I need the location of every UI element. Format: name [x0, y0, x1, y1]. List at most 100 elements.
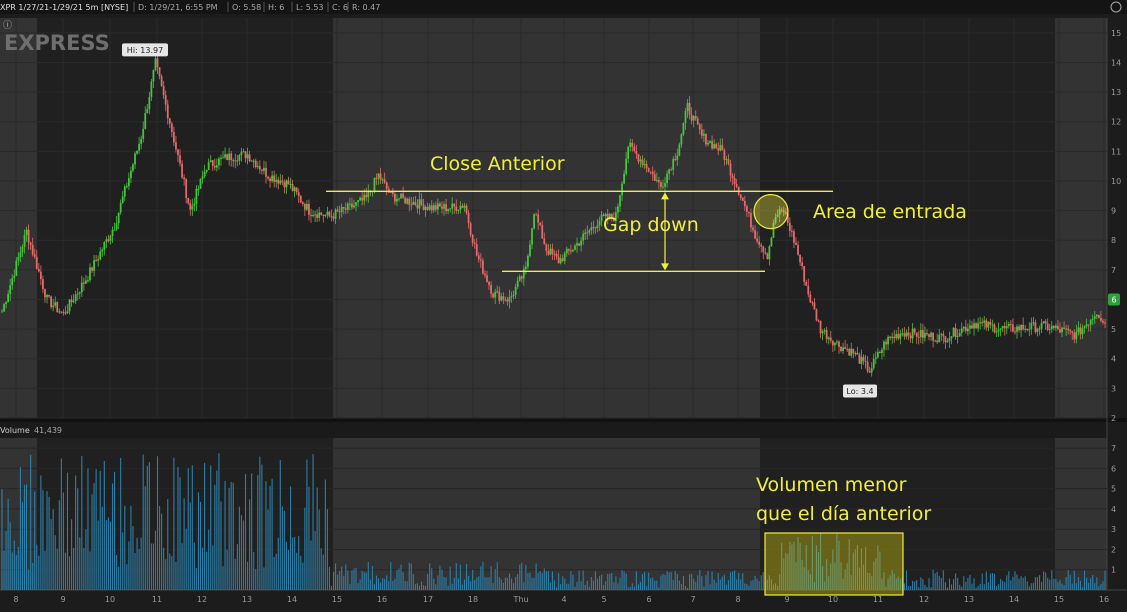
candle-body — [224, 154, 226, 158]
candle-body — [477, 255, 480, 260]
candle-body — [876, 351, 879, 358]
candle-body — [68, 299, 71, 312]
candle-body — [610, 213, 613, 218]
candle-body — [385, 182, 388, 189]
candle-body — [25, 229, 28, 236]
candle-body — [1044, 321, 1047, 324]
candle-body — [322, 214, 325, 217]
candle-body — [58, 311, 61, 313]
candle-body — [111, 229, 114, 237]
settings-icon[interactable] — [1110, 1, 1122, 13]
candle-body — [150, 81, 153, 98]
candle-body — [768, 246, 771, 260]
candle-body — [160, 76, 163, 86]
candle-body — [569, 250, 572, 252]
candle-body — [134, 153, 136, 165]
candle-body — [66, 311, 69, 314]
candle-body — [823, 330, 826, 332]
time-tick-label: 12 — [919, 595, 929, 604]
candle-body — [324, 214, 327, 217]
candle-body — [107, 239, 110, 241]
candle-body — [408, 198, 411, 205]
gap-arrow-up-icon — [661, 192, 669, 200]
candle-body — [60, 311, 63, 313]
candle-body — [93, 260, 95, 271]
candle-body — [342, 206, 345, 209]
candle-body — [696, 118, 699, 125]
candle-body — [725, 159, 728, 161]
candle-body — [138, 143, 141, 151]
candle-body — [752, 227, 754, 231]
candle-body — [205, 170, 208, 173]
candle-body — [764, 252, 767, 254]
candle-body — [72, 301, 75, 303]
candle-body — [148, 97, 151, 109]
info-icon[interactable]: ⓘ — [3, 20, 12, 31]
candle-body — [598, 220, 601, 226]
candle-body — [447, 209, 450, 211]
candle-body — [162, 85, 165, 96]
price-tick-label: 12 — [1111, 118, 1121, 127]
candle-body — [971, 325, 973, 329]
candle-body — [64, 312, 67, 314]
candle-body — [340, 206, 343, 213]
volume-tick-label: 5 — [1111, 485, 1116, 494]
candle-body — [756, 238, 759, 242]
candle-body — [406, 198, 409, 204]
candle-body — [942, 333, 945, 337]
candle-body — [793, 231, 795, 243]
candle-body — [215, 165, 218, 168]
candle-body — [91, 267, 93, 271]
candle-body — [866, 361, 869, 372]
candle-body — [170, 123, 173, 133]
candle-body — [191, 205, 194, 210]
candle-body — [966, 328, 969, 332]
candle-body — [997, 329, 1000, 332]
candle-body — [838, 341, 840, 347]
candle-body — [719, 145, 722, 151]
price-tick-label: 10 — [1111, 177, 1121, 186]
session-shade-volume — [333, 438, 760, 590]
candle-body — [733, 178, 736, 185]
candle-body — [1071, 331, 1074, 333]
candle-body — [572, 249, 574, 252]
candle-body — [907, 332, 910, 336]
candle-body — [230, 153, 233, 161]
candle-body — [705, 133, 707, 145]
candle-body — [346, 203, 349, 210]
candle-body — [119, 203, 122, 213]
candle-body — [520, 276, 523, 279]
candle-body — [275, 179, 278, 182]
candle-body — [979, 322, 982, 324]
candle-body — [760, 244, 763, 247]
candle-body — [62, 311, 65, 313]
candle-body — [799, 254, 801, 263]
candle-body — [539, 222, 542, 226]
candle-body — [668, 169, 671, 174]
candle-body — [709, 141, 711, 143]
candle-body — [336, 209, 339, 212]
candle-body — [140, 138, 143, 144]
time-tick-label: 4 — [561, 595, 566, 604]
candle-body — [1102, 320, 1104, 323]
candle-body — [82, 282, 85, 284]
candle-body — [676, 155, 679, 160]
candle-body — [715, 144, 718, 149]
candle-body — [852, 348, 855, 354]
candle-body — [430, 205, 433, 211]
session-shade-price — [1055, 18, 1107, 418]
candle-body — [189, 203, 192, 210]
candle-body — [1001, 326, 1004, 329]
candle-body — [921, 330, 924, 338]
candle-body — [273, 175, 276, 182]
candle-body — [533, 214, 535, 229]
candle-body — [660, 182, 662, 187]
candle-body — [166, 104, 169, 119]
candle-body — [496, 291, 499, 293]
candle-body — [1028, 329, 1031, 331]
candle-body — [1085, 324, 1088, 327]
time-tick-label: 12 — [197, 595, 207, 604]
candle-body — [1065, 328, 1068, 330]
candle-body — [694, 116, 697, 119]
